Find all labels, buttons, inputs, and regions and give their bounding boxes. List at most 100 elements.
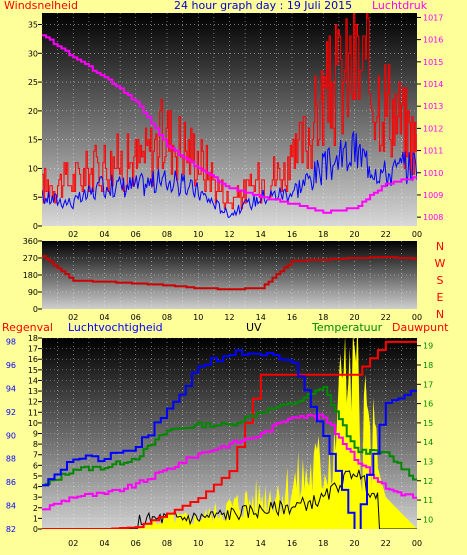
time-tick-label: 16 <box>287 313 297 322</box>
pressure-tick-label: 1010 <box>423 169 443 178</box>
humidity-tick-label: 84 <box>6 502 16 511</box>
temperature-tick-label: 12 <box>423 477 433 486</box>
pressure-tick-label: 1015 <box>423 58 443 67</box>
humidity-tick-label: 88 <box>6 455 16 464</box>
temperature-tick-label: 11 <box>423 496 433 505</box>
pressure-tick-label: 1009 <box>423 191 443 200</box>
time-tick-label: 02 <box>68 313 78 322</box>
uv-tick-label: 7 <box>33 451 38 460</box>
uv-tick-label: 10 <box>28 419 38 428</box>
wind-tick-label: 10 <box>28 164 38 173</box>
pressure-tick-label: 1017 <box>423 13 443 22</box>
time-tick-label: 20 <box>349 539 359 548</box>
temperature-tick-label: 17 <box>423 380 433 389</box>
uv-tick-label: 2 <box>33 504 38 513</box>
humidity-tick-label: 94 <box>6 384 16 393</box>
time-tick-label: 14 <box>256 313 266 322</box>
humidity-tick-label: 98 <box>6 338 16 347</box>
humidity-label: Luchtvochtigheid <box>68 321 163 334</box>
time-tick-label: 02 <box>68 539 78 548</box>
time-tick-label: 22 <box>381 230 391 239</box>
time-tick-label: 16 <box>287 230 297 239</box>
wind-tick-label: 20 <box>28 107 38 116</box>
uv-tick-label: 9 <box>33 430 38 439</box>
pressure-tick-label: 1011 <box>423 147 443 156</box>
time-tick-label: 00 <box>412 313 422 322</box>
time-tick-label: 04 <box>99 230 109 239</box>
time-tick-label: 14 <box>256 539 266 548</box>
direction-tick-label: 0 <box>33 305 38 314</box>
wind-tick-label: 30 <box>28 49 38 58</box>
time-tick-label: 14 <box>256 230 266 239</box>
humidity-line <box>42 349 417 529</box>
humidity-tick-label: 82 <box>6 525 16 534</box>
pressure-line <box>42 34 417 214</box>
direction-tick-label: 180 <box>23 271 38 280</box>
direction-tick-label: 90 <box>28 288 38 297</box>
time-tick-label: 06 <box>131 313 141 322</box>
temperature-label: Temperatuur <box>312 321 383 334</box>
uv-tick-label: 16 <box>28 355 38 364</box>
time-tick-label: 20 <box>349 313 359 322</box>
time-tick-label: 08 <box>162 539 172 548</box>
rain-label: Regenval <box>2 321 53 334</box>
uv-tick-label: 17 <box>28 345 38 354</box>
time-tick-label: 22 <box>381 313 391 322</box>
temperature-tick-label: 13 <box>423 457 433 466</box>
uv-tick-label: 1 <box>33 514 38 523</box>
time-tick-label: 00 <box>412 230 422 239</box>
temperature-tick-label: 18 <box>423 361 433 370</box>
compass-label: N <box>436 240 444 253</box>
time-tick-label: 18 <box>318 313 328 322</box>
humidity-tick-label: 90 <box>6 431 16 440</box>
wind-direction-line <box>42 255 417 291</box>
time-tick-label: 16 <box>287 539 297 548</box>
uv-tick-label: 15 <box>28 366 38 375</box>
time-tick-label: 02 <box>68 230 78 239</box>
time-tick-label: 00 <box>412 539 422 548</box>
uv-tick-label: 18 <box>28 334 38 343</box>
time-tick-label: 12 <box>224 313 234 322</box>
pressure-tick-label: 1013 <box>423 102 443 111</box>
time-tick-label: 18 <box>318 230 328 239</box>
uv-tick-label: 12 <box>28 398 38 407</box>
chart-title: 24 hour graph day : 19 Juli 2015 <box>174 0 353 12</box>
uv-tick-label: 14 <box>28 376 38 385</box>
uv-tick-label: 5 <box>33 472 38 481</box>
time-tick-label: 04 <box>99 539 109 548</box>
uv-tick-label: 8 <box>33 440 38 449</box>
time-tick-label: 08 <box>162 230 172 239</box>
pressure-tick-label: 1012 <box>423 124 443 133</box>
solar-line <box>42 469 417 529</box>
uv-area <box>42 338 417 529</box>
dewpoint-line <box>42 413 417 511</box>
humidity-tick-label: 92 <box>6 408 16 417</box>
temperature-tick-label: 10 <box>423 515 433 524</box>
wind-tick-label: 15 <box>28 136 38 145</box>
direction-tick-label: 270 <box>23 254 38 263</box>
time-tick-label: 18 <box>318 539 328 548</box>
compass-label: E <box>437 291 444 304</box>
temperature-tick-label: 14 <box>423 438 433 447</box>
uv-label: UV <box>246 321 262 334</box>
time-tick-label: 08 <box>162 313 172 322</box>
time-tick-label: 06 <box>131 230 141 239</box>
pressure-tick-label: 1008 <box>423 213 443 222</box>
uv-tick-label: 11 <box>28 408 38 417</box>
pressure-tick-label: 1014 <box>423 80 443 89</box>
wind-tick-label: 0 <box>33 222 38 231</box>
temperature-tick-label: 15 <box>423 419 433 428</box>
wind-tick-label: 25 <box>28 78 38 87</box>
dewpoint-label: Dauwpunt <box>392 321 449 334</box>
gust-line <box>42 13 417 210</box>
time-tick-label: 12 <box>224 539 234 548</box>
temperature-tick-label: 16 <box>423 400 433 409</box>
time-tick-label: 10 <box>193 230 203 239</box>
temperature-line <box>42 386 417 487</box>
wind-tick-label: 35 <box>28 21 38 30</box>
wind-tick-label: 5 <box>33 193 38 202</box>
pressure-tick-label: 1016 <box>423 36 443 45</box>
wind-speed-label: Windsnelheid <box>4 0 78 12</box>
pressure-label: Luchtdruk <box>372 0 428 12</box>
